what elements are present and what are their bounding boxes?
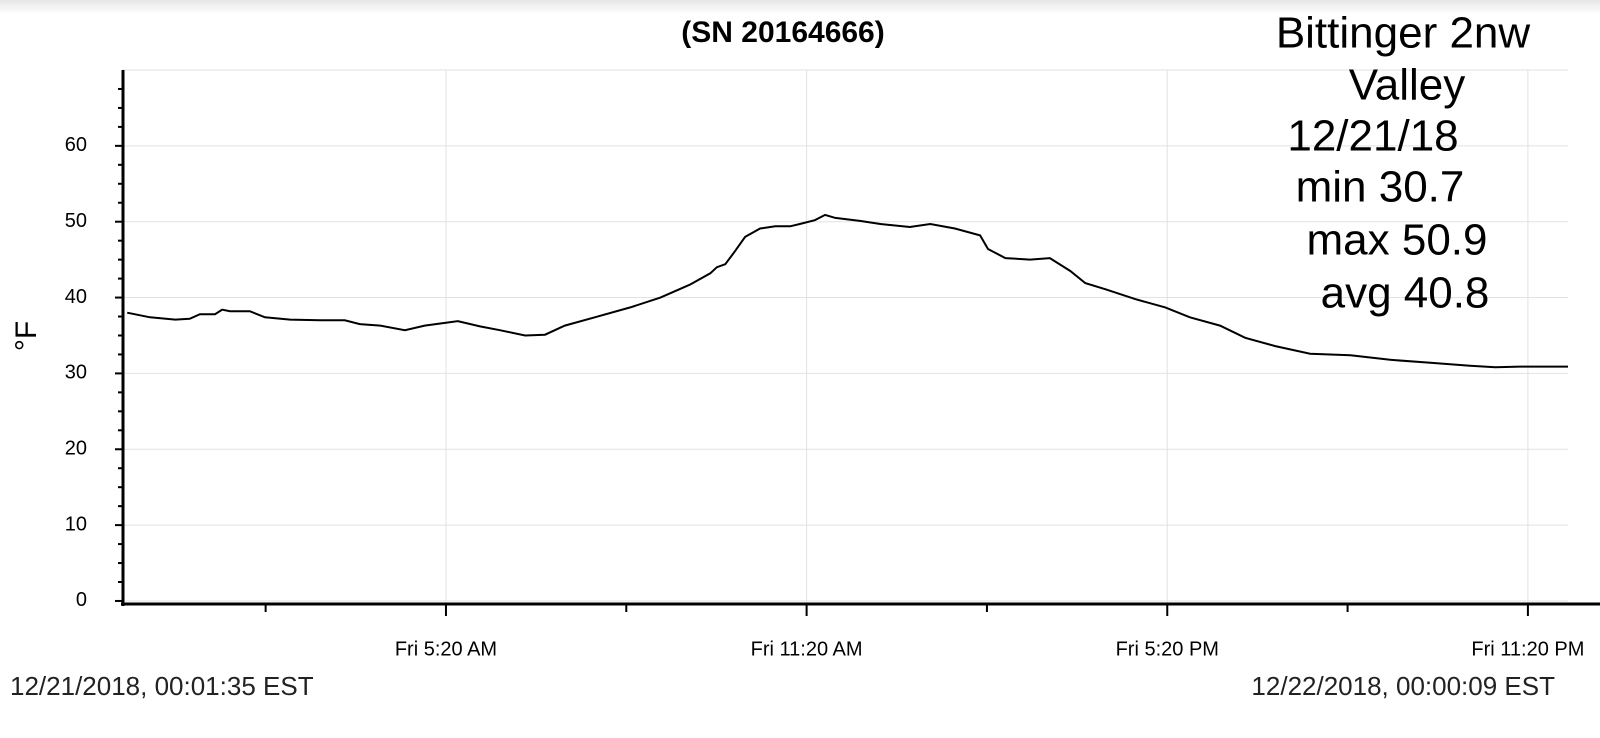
annotation: min 30.7 <box>1296 163 1465 212</box>
y-tick-label: 40 <box>65 286 87 308</box>
annotation: Bittinger 2nw <box>1276 9 1531 58</box>
data-line <box>127 213 1568 369</box>
annotation: avg 40.8 <box>1321 269 1490 318</box>
y-tick-label: 50 <box>65 210 87 232</box>
chart-title: (SN 20164666) <box>681 16 884 49</box>
y-tick-label: 20 <box>65 438 87 460</box>
annotation: max 50.9 <box>1307 216 1488 265</box>
annotation: Valley <box>1349 61 1466 110</box>
x-tick-label: Fri 11:20 PM <box>1471 638 1584 660</box>
end-label: 12/22/2018, 00:00:09 EST <box>1251 671 1555 701</box>
x-tick-label: Fri 5:20 PM <box>1116 638 1219 660</box>
y-tick-label: 30 <box>65 362 87 384</box>
y-tick-label: 0 <box>76 589 87 611</box>
annotation: 12/21/18 <box>1287 112 1458 161</box>
x-tick-label: Fri 5:20 AM <box>395 638 497 660</box>
start-label: 12/21/2018, 00:01:35 EST <box>10 671 314 701</box>
y-tick-label: 10 <box>65 513 87 535</box>
y-tick-label: 60 <box>65 134 87 156</box>
x-tick-label: Fri 11:20 AM <box>751 638 863 660</box>
top-shadow <box>0 0 1600 14</box>
y-axis-label: °F <box>10 321 43 351</box>
